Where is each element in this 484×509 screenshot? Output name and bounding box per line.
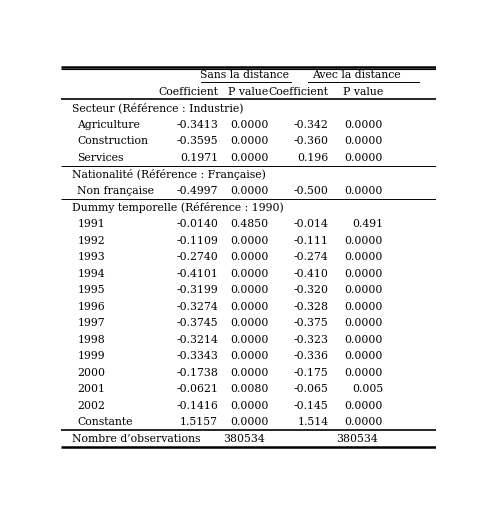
Text: 0.0080: 0.0080 — [230, 384, 269, 394]
Text: 0.0000: 0.0000 — [230, 302, 269, 312]
Text: 380534: 380534 — [336, 434, 378, 444]
Text: -0.3343: -0.3343 — [176, 351, 218, 361]
Text: 0.491: 0.491 — [352, 219, 383, 229]
Text: Dummy temporelle (Référence : 1990): Dummy temporelle (Référence : 1990) — [72, 202, 284, 213]
Text: 0.0000: 0.0000 — [230, 401, 269, 411]
Text: 0.0000: 0.0000 — [345, 269, 383, 278]
Text: Coefficient: Coefficient — [269, 87, 329, 97]
Text: 1998: 1998 — [77, 335, 105, 345]
Text: 0.0000: 0.0000 — [345, 252, 383, 262]
Text: -0.360: -0.360 — [294, 136, 329, 147]
Text: -0.4101: -0.4101 — [176, 269, 218, 278]
Text: -0.3214: -0.3214 — [176, 335, 218, 345]
Text: 0.0000: 0.0000 — [230, 236, 269, 245]
Text: 0.0000: 0.0000 — [230, 335, 269, 345]
Text: Nombre d’observations: Nombre d’observations — [72, 434, 200, 444]
Text: -0.175: -0.175 — [294, 367, 329, 378]
Text: 380534: 380534 — [224, 434, 265, 444]
Text: -0.336: -0.336 — [294, 351, 329, 361]
Text: -0.323: -0.323 — [294, 335, 329, 345]
Text: -0.3413: -0.3413 — [176, 120, 218, 130]
Text: -0.111: -0.111 — [294, 236, 329, 245]
Text: 0.0000: 0.0000 — [345, 236, 383, 245]
Text: -0.3595: -0.3595 — [176, 136, 218, 147]
Text: -0.1416: -0.1416 — [176, 401, 218, 411]
Text: 0.0000: 0.0000 — [345, 351, 383, 361]
Text: 0.0000: 0.0000 — [345, 285, 383, 295]
Text: 0.0000: 0.0000 — [345, 153, 383, 163]
Text: 2002: 2002 — [77, 401, 106, 411]
Text: 0.0000: 0.0000 — [230, 417, 269, 428]
Text: -0.065: -0.065 — [294, 384, 329, 394]
Text: Secteur (Référence : Industrie): Secteur (Référence : Industrie) — [72, 103, 243, 114]
Text: -0.145: -0.145 — [294, 401, 329, 411]
Text: -0.3199: -0.3199 — [176, 285, 218, 295]
Text: Coefficient: Coefficient — [158, 87, 218, 97]
Text: -0.500: -0.500 — [294, 186, 329, 196]
Text: 0.196: 0.196 — [298, 153, 329, 163]
Text: -0.274: -0.274 — [294, 252, 329, 262]
Text: -0.1109: -0.1109 — [176, 236, 218, 245]
Text: -0.1738: -0.1738 — [176, 367, 218, 378]
Text: Avec la distance: Avec la distance — [313, 70, 401, 80]
Text: 2001: 2001 — [77, 384, 106, 394]
Text: 0.0000: 0.0000 — [230, 351, 269, 361]
Text: 0.0000: 0.0000 — [345, 401, 383, 411]
Text: 0.0000: 0.0000 — [230, 285, 269, 295]
Text: 0.0000: 0.0000 — [345, 417, 383, 428]
Text: 0.0000: 0.0000 — [345, 136, 383, 147]
Text: -0.0140: -0.0140 — [176, 219, 218, 229]
Text: -0.320: -0.320 — [294, 285, 329, 295]
Text: -0.0621: -0.0621 — [176, 384, 218, 394]
Text: 1995: 1995 — [77, 285, 105, 295]
Text: -0.3274: -0.3274 — [176, 302, 218, 312]
Text: 0.0000: 0.0000 — [230, 269, 269, 278]
Text: Sans la distance: Sans la distance — [200, 70, 289, 80]
Text: 0.1971: 0.1971 — [180, 153, 218, 163]
Text: Construction: Construction — [77, 136, 149, 147]
Text: 1.5157: 1.5157 — [180, 417, 218, 428]
Text: 1999: 1999 — [77, 351, 105, 361]
Text: 1.514: 1.514 — [298, 417, 329, 428]
Text: 0.0000: 0.0000 — [230, 318, 269, 328]
Text: -0.014: -0.014 — [294, 219, 329, 229]
Text: 0.0000: 0.0000 — [230, 136, 269, 147]
Text: 1992: 1992 — [77, 236, 105, 245]
Text: Constante: Constante — [77, 417, 133, 428]
Text: Non française: Non française — [77, 186, 154, 196]
Text: 0.4850: 0.4850 — [230, 219, 269, 229]
Text: -0.328: -0.328 — [294, 302, 329, 312]
Text: -0.375: -0.375 — [294, 318, 329, 328]
Text: 0.0000: 0.0000 — [345, 318, 383, 328]
Text: Nationalité (Référence : Française): Nationalité (Référence : Française) — [72, 169, 266, 180]
Text: -0.3745: -0.3745 — [176, 318, 218, 328]
Text: 0.0000: 0.0000 — [230, 367, 269, 378]
Text: 0.0000: 0.0000 — [345, 367, 383, 378]
Text: 1993: 1993 — [77, 252, 105, 262]
Text: 1994: 1994 — [77, 269, 105, 278]
Text: 0.0000: 0.0000 — [345, 335, 383, 345]
Text: 2000: 2000 — [77, 367, 106, 378]
Text: 0.0000: 0.0000 — [230, 186, 269, 196]
Text: 1997: 1997 — [77, 318, 105, 328]
Text: -0.4997: -0.4997 — [177, 186, 218, 196]
Text: P value: P value — [228, 87, 269, 97]
Text: 0.0000: 0.0000 — [345, 120, 383, 130]
Text: -0.342: -0.342 — [294, 120, 329, 130]
Text: 0.0000: 0.0000 — [230, 153, 269, 163]
Text: 0.0000: 0.0000 — [230, 120, 269, 130]
Text: 1996: 1996 — [77, 302, 105, 312]
Text: 0.005: 0.005 — [352, 384, 383, 394]
Text: P value: P value — [343, 87, 383, 97]
Text: 0.0000: 0.0000 — [345, 302, 383, 312]
Text: Agriculture: Agriculture — [77, 120, 140, 130]
Text: -0.2740: -0.2740 — [176, 252, 218, 262]
Text: 0.0000: 0.0000 — [230, 252, 269, 262]
Text: 0.0000: 0.0000 — [345, 186, 383, 196]
Text: Services: Services — [77, 153, 124, 163]
Text: -0.410: -0.410 — [294, 269, 329, 278]
Text: 1991: 1991 — [77, 219, 105, 229]
